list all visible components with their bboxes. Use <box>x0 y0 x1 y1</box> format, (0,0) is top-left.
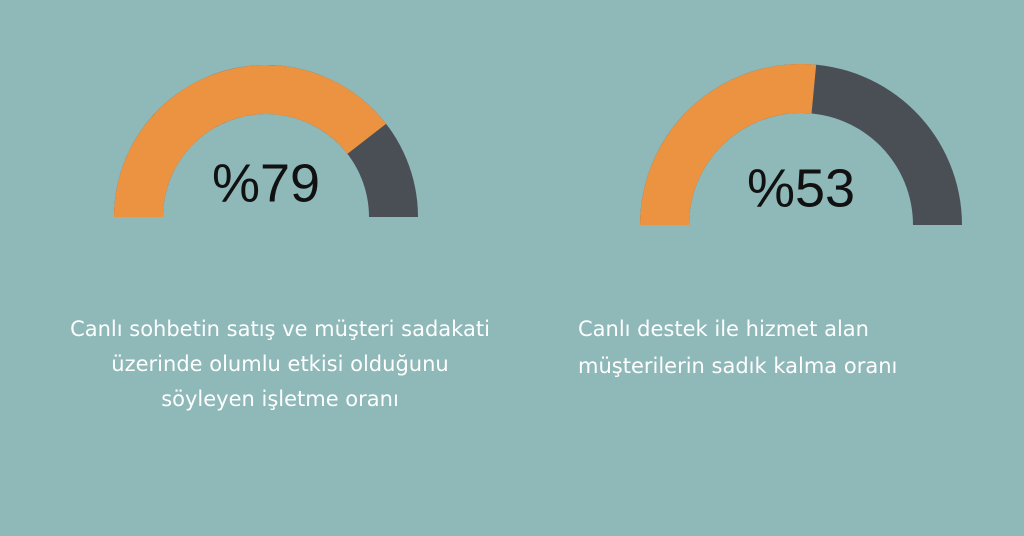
value-label: %53 <box>747 158 855 218</box>
gauge-value <box>114 64 387 218</box>
gauge-value <box>640 64 817 226</box>
caption-line: söyleyen işletme oranı <box>161 387 399 411</box>
caption-line: Canlı destek ile hizmet alan <box>578 317 869 341</box>
value-label: %79 <box>212 153 320 213</box>
caption-line: Canlı sohbetin satış ve müşteri sadakati <box>70 317 490 341</box>
caption-line: üzerinde olumlu etkisi olduğunu <box>111 352 448 376</box>
caption-line: müşterilerin sadık kalma oranı <box>578 354 897 378</box>
